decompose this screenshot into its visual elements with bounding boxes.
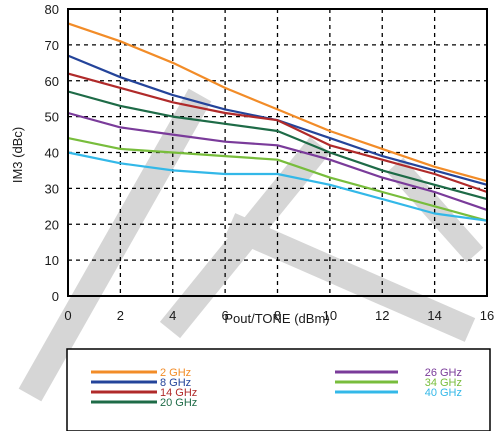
series-line-14-ghz <box>67 72 488 194</box>
y-tick-label: 40 <box>45 146 59 161</box>
series-line-34-ghz <box>67 137 488 222</box>
y-tick-label: 30 <box>45 181 59 196</box>
x-tick-label: 2 <box>117 308 124 323</box>
legend-label: 20 GHz <box>160 397 197 409</box>
x-tick-label: 16 <box>480 308 494 323</box>
watermark-stroke <box>18 88 212 402</box>
watermark-stroke <box>224 213 476 342</box>
legend-label: 40 GHz <box>425 387 462 399</box>
x-tick-label: 14 <box>427 308 441 323</box>
x-axis-title: Pout/TONE (dBm) <box>224 311 329 326</box>
series-lines <box>67 22 488 222</box>
x-tick-label: 0 <box>64 308 71 323</box>
y-tick-label: 60 <box>45 74 59 89</box>
x-tick-label: 10 <box>323 308 337 323</box>
legend-label: 26 GHz <box>425 367 462 379</box>
legend-label: 2 GHz <box>160 367 191 379</box>
series-line-2-ghz <box>67 22 488 183</box>
y-tick-label: 70 <box>45 38 59 53</box>
legend-label: 8 GHz <box>160 377 191 389</box>
series-line-20-ghz <box>67 90 488 201</box>
series-line-26-ghz <box>67 111 488 211</box>
y-tick-labels: 0 10 20 30 40 50 60 70 80 <box>45 2 59 304</box>
y-tick-label: 50 <box>45 110 59 125</box>
grid-lines <box>68 9 487 296</box>
plot-area: 0 2 4 6 8 10 12 14 16 0 10 20 30 40 50 60 70 80 <box>45 2 495 323</box>
plot-frame <box>67 8 488 297</box>
y-tick-label: 10 <box>45 253 59 268</box>
y-tick-label: 80 <box>45 2 59 17</box>
legend-label: 14 GHz <box>160 387 197 399</box>
x-tick-label: 4 <box>169 308 176 323</box>
x-tick-label: 8 <box>274 308 281 323</box>
x-tick-label: 12 <box>375 308 389 323</box>
y-tick-label: 20 <box>45 217 59 232</box>
x-tick-label: 6 <box>222 308 229 323</box>
legend-label: 34 GHz <box>425 377 462 389</box>
watermark-layer <box>18 88 484 402</box>
legend-box <box>66 348 491 431</box>
x-tick-labels: 0 2 4 6 8 10 12 14 16 <box>64 308 494 323</box>
series-line-40-ghz <box>67 151 488 222</box>
y-tick-label: 0 <box>52 289 59 304</box>
y-axis-title: IM3 (dBc) <box>10 127 25 183</box>
